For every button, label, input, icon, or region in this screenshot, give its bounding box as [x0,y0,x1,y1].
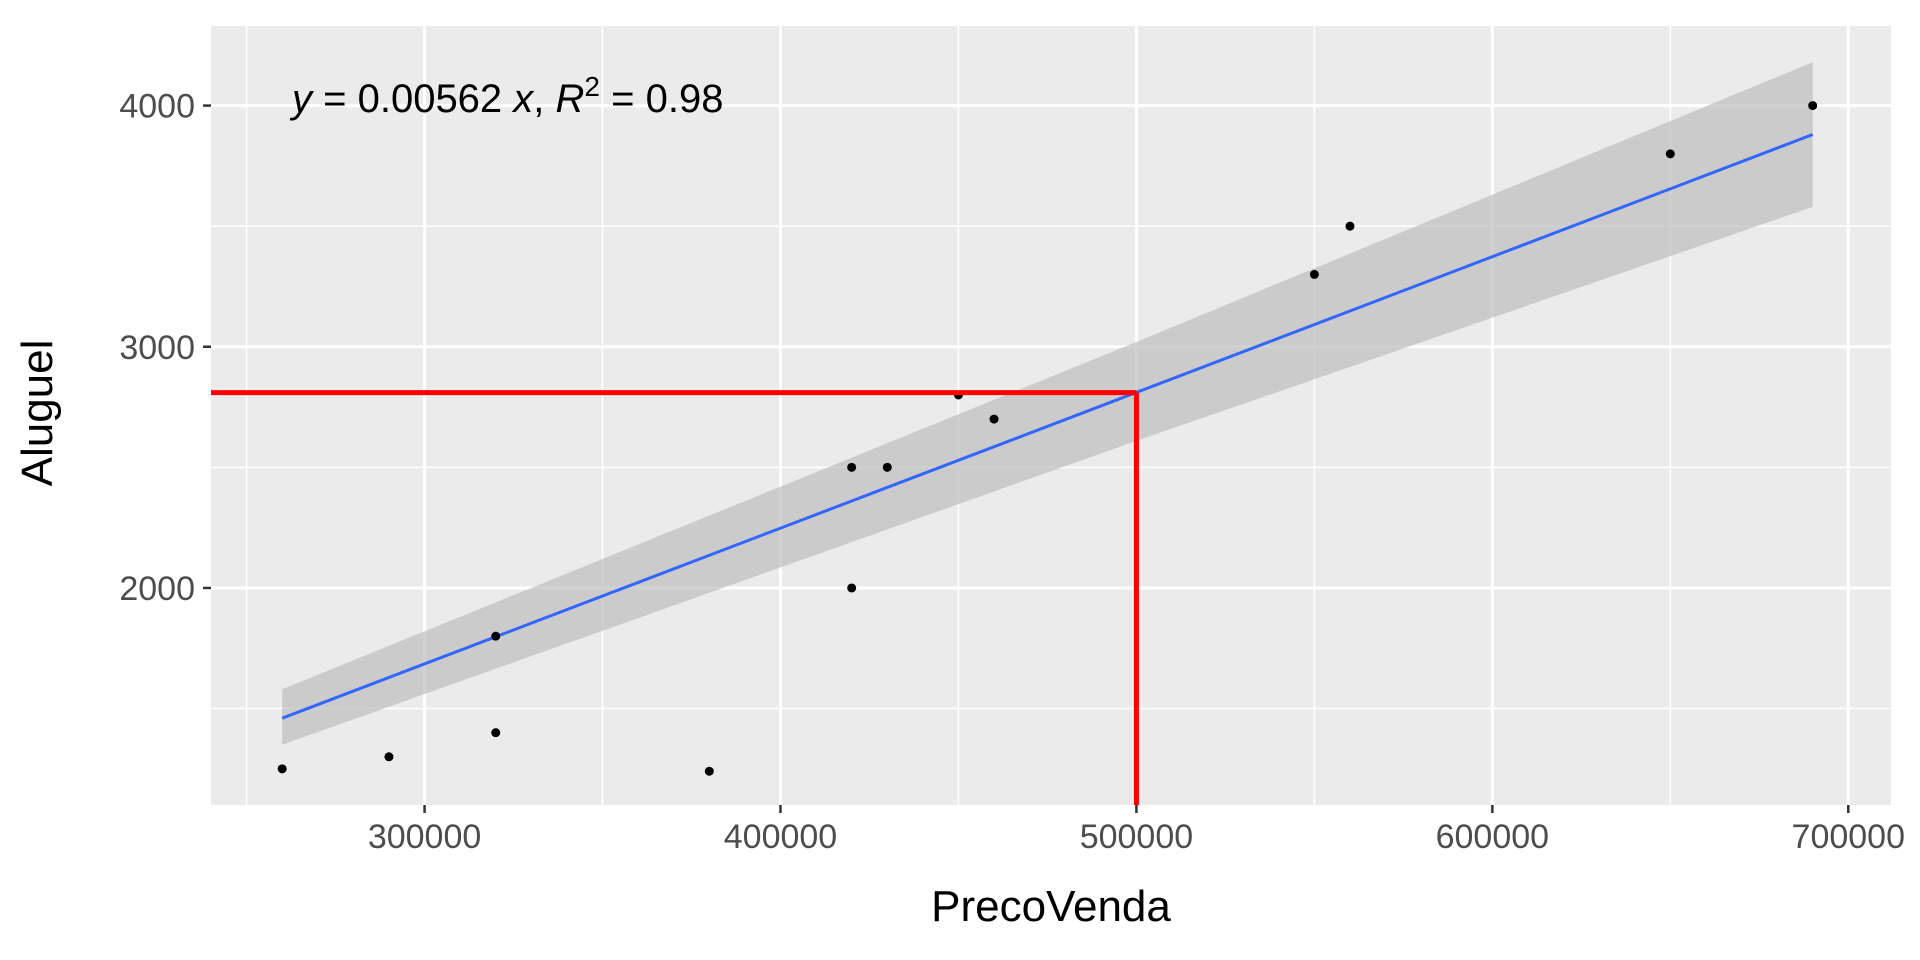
equation-label: y = 0.00562 x, R2 = 0.98 [289,71,723,121]
data-point [704,766,714,776]
prediction-lines [211,390,1139,805]
y-tick-label: 2000 [119,570,195,608]
tick-labels: 300000 400000 500000 600000 700000 2000 3000 40… [119,88,1905,856]
data-point [989,414,999,424]
data-point [491,728,501,738]
eq-r-var: R [556,77,585,121]
data-point [1808,101,1818,111]
eq-x-var: x [511,77,535,121]
x-tick-label: 400000 [724,818,837,856]
data-point [384,752,394,762]
eq-part1: = 0.00562 [312,77,513,121]
x-tick-label: 500000 [1080,818,1193,856]
axis-ticks [203,104,1850,813]
eq-part2: = 0.98 [600,77,723,121]
data-point [491,631,501,641]
x-tick-label: 300000 [368,818,481,856]
data-points [277,101,1818,776]
data-point [1345,221,1355,231]
y-axis-title: Aluguel [13,340,62,487]
data-point [277,764,287,774]
data-point [847,462,857,472]
x-tick-label: 700000 [1792,818,1905,856]
data-point [1665,149,1675,159]
data-point [882,462,892,472]
data-point [1309,269,1319,279]
confidence-band [282,62,1813,745]
eq-r-exp: 2 [584,71,600,102]
y-tick-label: 3000 [119,329,195,367]
data-point [847,583,857,593]
x-tick-label: 600000 [1436,818,1549,856]
x-axis-title: PrecoVenda [931,882,1171,931]
eq-y-var: y [289,77,315,121]
regression-line [281,133,1814,720]
y-tick-label: 4000 [119,88,195,126]
eq-sep: , [533,77,555,121]
